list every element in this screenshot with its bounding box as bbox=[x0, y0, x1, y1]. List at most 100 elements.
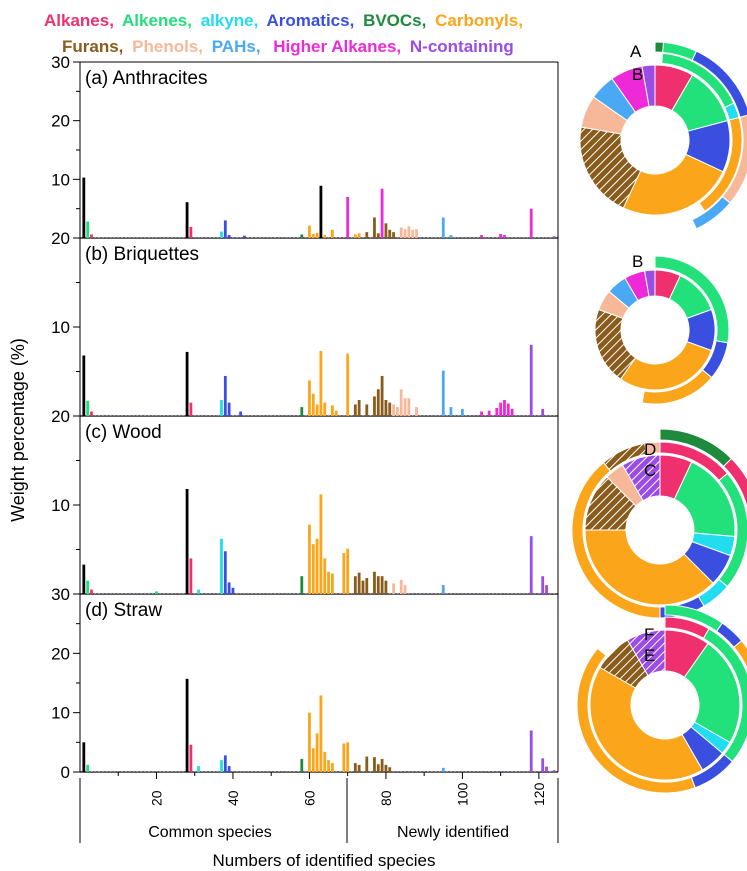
baseline-bar bbox=[182, 770, 185, 772]
bar bbox=[346, 196, 350, 238]
bar bbox=[323, 402, 327, 416]
baseline-bar bbox=[235, 236, 238, 238]
bar bbox=[552, 770, 556, 772]
baseline-bar bbox=[553, 414, 556, 416]
baseline-bar bbox=[514, 592, 517, 594]
bar bbox=[411, 229, 415, 238]
baseline-bar bbox=[369, 236, 372, 238]
bar bbox=[323, 235, 327, 238]
baseline-bar bbox=[526, 770, 529, 772]
baseline-bar bbox=[170, 236, 173, 238]
baseline-bar bbox=[289, 414, 292, 416]
baseline-bar bbox=[170, 770, 173, 772]
bar bbox=[330, 763, 334, 772]
bar bbox=[346, 353, 350, 416]
baseline-bar bbox=[98, 592, 101, 594]
bar bbox=[300, 758, 304, 772]
baseline-bar bbox=[159, 236, 162, 238]
baseline-bar bbox=[514, 236, 517, 238]
ring-hatch bbox=[627, 630, 665, 676]
baseline-bar bbox=[209, 770, 212, 772]
baseline-bar bbox=[369, 414, 372, 416]
bar bbox=[82, 564, 86, 594]
baseline-bar bbox=[361, 236, 364, 238]
bar bbox=[361, 580, 365, 594]
y-tick-label: 20 bbox=[51, 407, 70, 426]
baseline-bar bbox=[166, 592, 169, 594]
baseline-bar bbox=[174, 770, 177, 772]
ring-segment bbox=[644, 269, 656, 298]
panel-title: (d) Straw bbox=[85, 600, 162, 621]
baseline-bar bbox=[434, 414, 437, 416]
baseline-bar bbox=[254, 414, 257, 416]
baseline-bar bbox=[488, 770, 491, 772]
baseline-bar bbox=[254, 770, 257, 772]
baseline-bar bbox=[461, 592, 464, 594]
baseline-bar bbox=[388, 592, 391, 594]
bar bbox=[342, 743, 346, 772]
bar bbox=[373, 396, 376, 416]
bar bbox=[220, 399, 223, 416]
bar bbox=[541, 408, 545, 416]
baseline-bar bbox=[205, 592, 208, 594]
baseline-bar bbox=[476, 414, 479, 416]
baseline-bar bbox=[193, 592, 196, 594]
baseline-bar bbox=[415, 592, 418, 594]
bar bbox=[392, 232, 395, 238]
baseline-bar bbox=[472, 236, 475, 238]
baseline-bar bbox=[285, 592, 288, 594]
baseline-bar bbox=[472, 414, 475, 416]
baseline-bar bbox=[262, 770, 265, 772]
baseline-bar bbox=[94, 770, 97, 772]
bar bbox=[384, 580, 388, 594]
baseline-bar bbox=[488, 592, 491, 594]
baseline-bar bbox=[132, 592, 135, 594]
baseline-bar bbox=[495, 592, 498, 594]
baseline-bar bbox=[419, 770, 422, 772]
baseline-bar bbox=[205, 236, 208, 238]
baseline-bar bbox=[293, 592, 296, 594]
ring-label-f: F bbox=[644, 625, 654, 644]
baseline-bar bbox=[419, 414, 422, 416]
baseline-bar bbox=[293, 236, 296, 238]
baseline-bar bbox=[526, 414, 529, 416]
baseline-bar bbox=[109, 592, 112, 594]
baseline-bar bbox=[247, 236, 250, 238]
baseline-bar bbox=[109, 414, 112, 416]
baseline-bar bbox=[254, 236, 257, 238]
bar bbox=[376, 389, 380, 416]
baseline-bar bbox=[335, 236, 338, 238]
baseline-bar bbox=[438, 414, 441, 416]
baseline-bar bbox=[534, 414, 537, 416]
bar bbox=[220, 760, 223, 772]
baseline-bar bbox=[201, 770, 204, 772]
bar bbox=[315, 404, 319, 416]
baseline-bar bbox=[472, 592, 475, 594]
baseline-bar bbox=[251, 592, 254, 594]
baseline-bar bbox=[163, 770, 166, 772]
baseline-bar bbox=[480, 770, 483, 772]
baseline-bar bbox=[270, 770, 273, 772]
bar bbox=[311, 544, 315, 594]
bar bbox=[327, 571, 330, 594]
baseline-bar bbox=[163, 414, 166, 416]
baseline-bar bbox=[438, 592, 441, 594]
bar bbox=[441, 217, 445, 238]
composition-donuts bbox=[571, 41, 747, 794]
y-tick-label: 30 bbox=[51, 585, 70, 604]
x-axis-title: Numbers of identified species bbox=[212, 851, 435, 870]
ring-segment bbox=[722, 457, 747, 508]
bar bbox=[223, 375, 227, 416]
baseline-bar bbox=[407, 770, 410, 772]
baseline-bar bbox=[537, 770, 540, 772]
baseline-bar bbox=[277, 592, 280, 594]
baseline-bar bbox=[178, 592, 181, 594]
baseline-bar bbox=[197, 414, 200, 416]
baseline-bar bbox=[514, 414, 517, 416]
baseline-bar bbox=[484, 414, 487, 416]
bar bbox=[415, 407, 418, 416]
bar bbox=[155, 591, 158, 594]
bar bbox=[384, 764, 388, 772]
bar bbox=[380, 758, 384, 772]
